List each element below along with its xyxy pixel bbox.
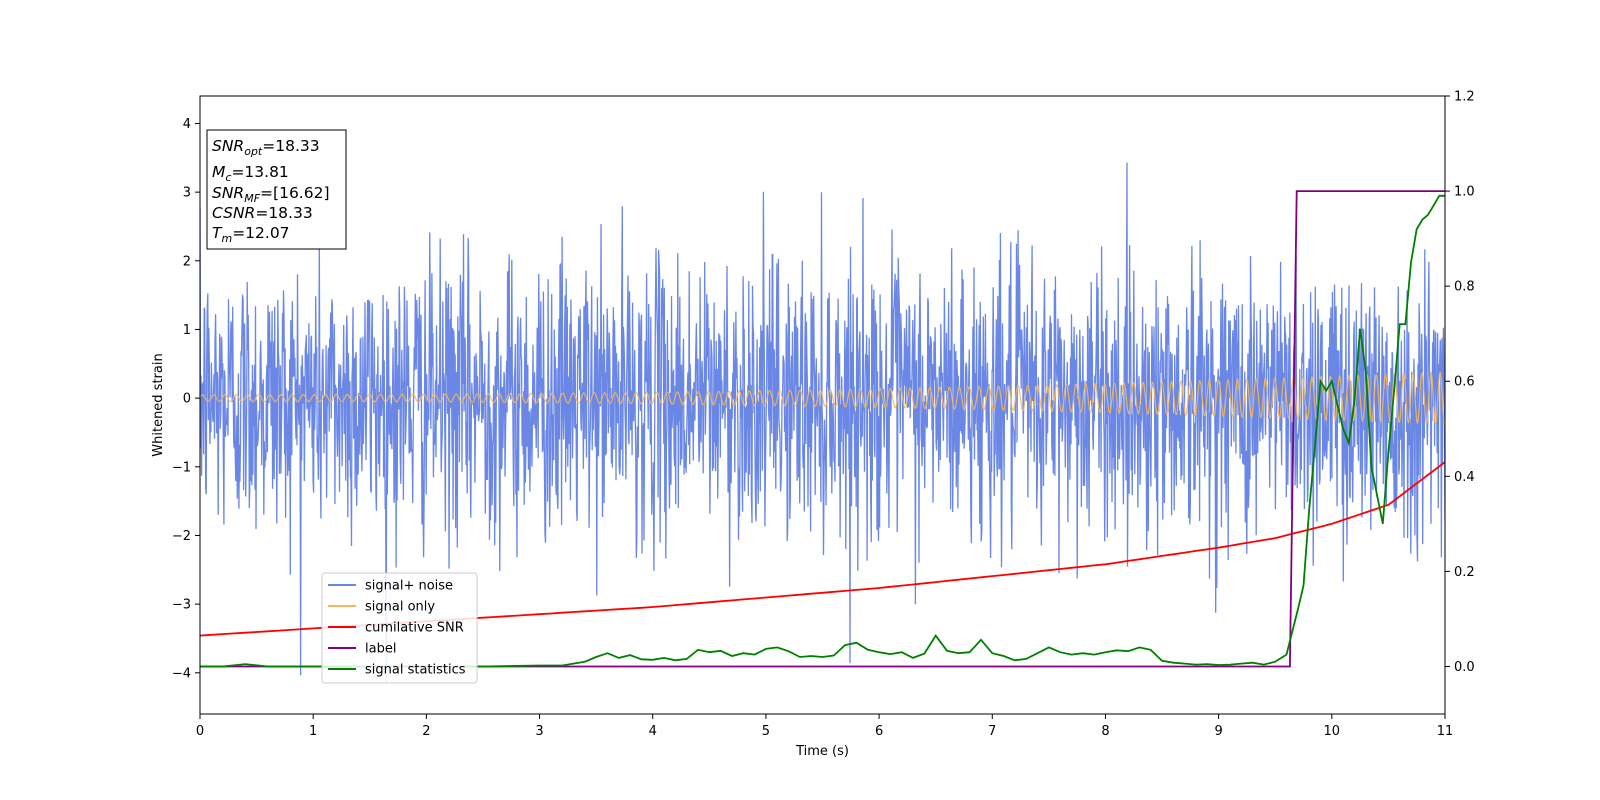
info-box: SNRopt=18.33 Mc=13.81 SNRMF=[16.62] CSNR… [206,129,347,250]
y-left-tick-label: 2 [183,254,191,269]
y-left-tick-label: 4 [183,117,191,132]
series-signal-statistics [200,194,1445,668]
info-mc: Mc=13.81 [212,163,289,184]
legend-label-cumulative-snr: cumilative SNR [365,621,464,636]
x-tick-label: 4 [649,724,657,739]
x-tick-label: 3 [535,724,543,739]
x-tick-label: 5 [762,724,770,739]
y-left-tick-label: 1 [183,323,191,338]
series-label [200,190,1445,668]
legend-label-label: label [365,642,396,657]
info-snr-mf: SNRMF=[16.62] [212,184,330,205]
legend-label-signal-only: signal only [365,600,435,615]
legend-label-signal-statistics: signal statistics [365,663,466,678]
y-left-tick-label: 3 [183,186,191,201]
x-axis-label: Time (s) [795,744,849,759]
legend: signal+ noise signal only cumilative SNR… [321,572,478,684]
y-left-tick-label: −4 [172,666,191,681]
legend-label-signal-noise: signal+ noise [365,579,453,594]
y-left-tick-label: −3 [172,598,191,613]
x-tick-label: 7 [988,724,996,739]
y-right-tick-label: 1.0 [1454,185,1475,200]
x-tick-label: 9 [1214,724,1222,739]
y-right-tick-label: 0.6 [1454,375,1475,390]
info-snr-opt: SNRopt=18.33 [212,137,320,158]
y-right-tick-label: 1.2 [1454,90,1475,105]
axes-layer: 0 1 2 3 4 5 6 7 8 9 10 11 −4 −3 −2 −1 0 1 2 3 4 0.0 0.2 0.4 0.6 0… [172,90,1475,740]
y-left-tick-label: 0 [183,392,191,407]
info-tm: Tm=12.07 [212,224,290,245]
info-box-frame [206,129,347,250]
x-tick-label: 2 [422,724,430,739]
x-tick-label: 1 [309,724,317,739]
plot-area-frame [199,95,1446,715]
y-right-tick-label: 0.0 [1454,660,1475,675]
y-right-tick-label: 0.4 [1454,470,1475,485]
x-tick-label: 0 [196,724,204,739]
x-tick-label: 10 [1324,724,1341,739]
x-tick-label: 6 [875,724,883,739]
series-signal-noise [200,162,1445,684]
y-right-tick-label: 0.2 [1454,565,1475,580]
legend-frame [321,572,478,684]
x-tick-label: 11 [1437,724,1454,739]
y-left-tick-label: −1 [172,460,191,475]
x-tick-label: 8 [1101,724,1109,739]
y-axis-label: Whitened strain [151,353,166,456]
y-right-tick-label: 0.8 [1454,280,1475,295]
y-left-tick-label: −2 [172,529,191,544]
info-csnr: CSNR=18.33 [212,204,313,222]
series-signal-only [200,370,1445,426]
